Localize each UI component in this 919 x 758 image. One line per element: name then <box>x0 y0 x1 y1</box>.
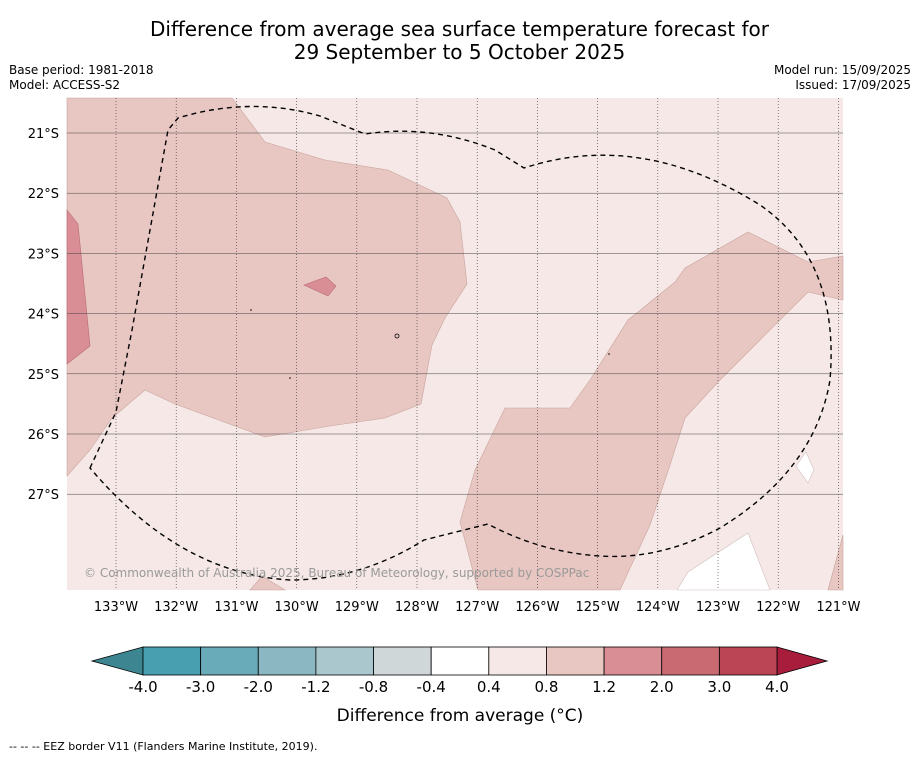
colorbar-bin <box>488 646 547 676</box>
colorbar-tick-label: 4.0 <box>765 678 789 696</box>
model-run: Model run: 15/09/2025 <box>773 63 911 77</box>
region-0.8-1.2-southeast <box>459 231 844 591</box>
colorbar-tick-label: -0.4 <box>417 678 446 696</box>
colorbar-tick-label: -3.0 <box>186 678 215 696</box>
colorbar-tick-label: 2.0 <box>650 678 674 696</box>
colorbar-tick-label: -2.0 <box>244 678 273 696</box>
model-name: Model: ACCESS-S2 <box>9 78 121 92</box>
chart-title-line1: Difference from average sea surface temp… <box>149 17 769 41</box>
x-tick-labels: 133°W 132°W 131°W 130°W 129°W 128°W 127°W 126°W… <box>94 600 861 615</box>
colorbar-label: Difference from average (°C) <box>337 706 584 726</box>
colorbar-bin <box>661 646 720 676</box>
grid-horizontal <box>67 132 843 495</box>
y-tick-label: 23°S <box>28 247 59 262</box>
map-panel: © Commonwealth of Australia 2025, Bureau… <box>66 97 844 591</box>
x-tick-label: 124°W <box>636 600 680 615</box>
colorbar-bins <box>142 646 778 676</box>
colorbar-under-triangle <box>90 646 144 676</box>
island-marker <box>250 309 252 311</box>
colorbar-tick-labels: -4.0 -3.0 -2.0 -1.2 -0.8 -0.4 0.4 0.8 1.2 2.0 3.0 4… <box>128 678 789 696</box>
x-tick-label: 131°W <box>214 600 258 615</box>
x-tick-label: 125°W <box>576 600 620 615</box>
region-0.8-1.2-corner <box>827 534 844 591</box>
y-tick-label: 25°S <box>28 368 59 383</box>
meta-left: Base period: 1981-2018 Model: ACCESS-S2 <box>9 63 154 93</box>
colorbar-tick-label: 0.4 <box>477 678 501 696</box>
island-marker <box>394 333 400 339</box>
colorbar-bin <box>315 646 374 676</box>
copyright-text: © Commonwealth of Australia 2025, Bureau… <box>84 566 589 580</box>
y-tick-label: 22°S <box>28 187 59 202</box>
region-0.8-1.2-bottom <box>249 575 287 591</box>
colorbar-bin <box>142 646 202 676</box>
y-tick-label: 24°S <box>28 308 59 323</box>
colorbar-over-triangle <box>776 646 829 676</box>
colorbar-bin <box>257 646 317 676</box>
x-tick-label: 127°W <box>455 600 499 615</box>
meta-right: Model run: 15/09/2025 Issued: 17/09/2025 <box>774 63 911 93</box>
issued-date: Issued: 17/09/2025 <box>795 78 911 92</box>
eez-border <box>89 105 832 581</box>
colorbar-tick-label: -0.8 <box>359 678 388 696</box>
x-tick-label: 130°W <box>275 600 319 615</box>
colorbar-tick-label: 3.0 <box>707 678 731 696</box>
x-tick-label: 121°W <box>816 600 860 615</box>
colorbar-bin <box>200 646 259 676</box>
x-tick-label: 122°W <box>756 600 800 615</box>
y-tick-label: 27°S <box>28 488 59 503</box>
region-1.2-2.0-patch <box>303 276 337 297</box>
x-tick-label: 128°W <box>395 600 439 615</box>
y-tick-label: 26°S <box>28 428 59 443</box>
island-marker <box>608 353 610 355</box>
region-neutral-southeast <box>676 532 771 591</box>
x-tick-label: 133°W <box>94 600 138 615</box>
colorbar-bin <box>430 646 490 676</box>
colorbar: -4.0 -3.0 -2.0 -1.2 -0.8 -0.4 0.4 0.8 1.2 2.0 3.0 4… <box>90 646 829 726</box>
x-tick-label: 123°W <box>696 600 740 615</box>
x-tick-label: 129°W <box>335 600 379 615</box>
region-neutral-small <box>795 451 815 484</box>
x-tick-label: 126°W <box>515 600 559 615</box>
colorbar-bin <box>546 646 605 676</box>
colorbar-bin <box>603 646 663 676</box>
colorbar-tick-label: -4.0 <box>128 678 157 696</box>
footer-eez-note: -- -- -- EEZ border V11 (Flanders Marine… <box>9 740 318 753</box>
x-tick-label: 132°W <box>154 600 198 615</box>
y-tick-labels: 21°S 22°S 23°S 24°S 25°S 26°S 27°S <box>28 127 59 503</box>
colorbar-tick-label: -1.2 <box>301 678 330 696</box>
colorbar-bin <box>373 646 432 676</box>
base-period: Base period: 1981-2018 <box>9 63 154 77</box>
chart-title: Difference from average sea surface temp… <box>0 18 919 64</box>
chart-title-line2: 29 September to 5 October 2025 <box>293 40 626 64</box>
region-1.2-2.0-west-edge <box>66 209 91 365</box>
colorbar-tick-label: 0.8 <box>535 678 559 696</box>
colorbar-bin <box>718 646 778 676</box>
colorbar-tick-label: 1.2 <box>592 678 616 696</box>
island-marker <box>289 377 291 379</box>
y-tick-label: 21°S <box>28 127 59 142</box>
grid-vertical <box>115 98 839 590</box>
region-0.8-1.2-northwest <box>66 97 468 477</box>
